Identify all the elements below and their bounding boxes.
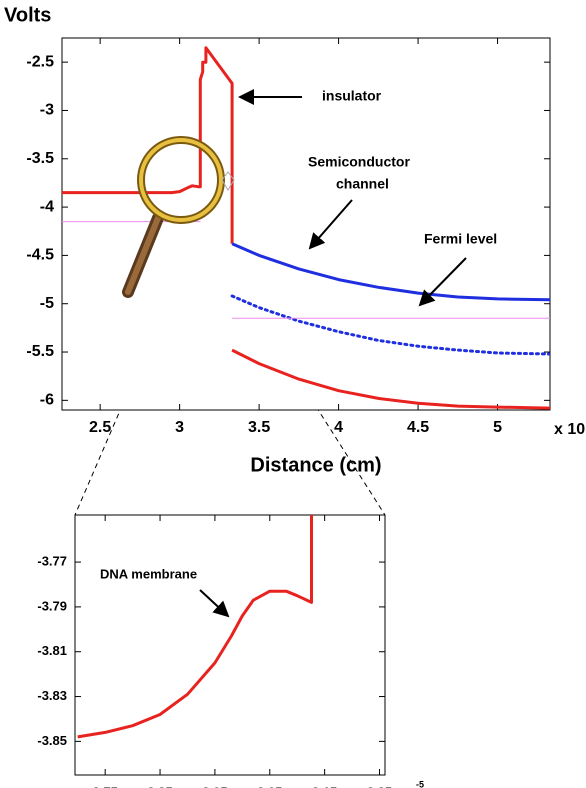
y-tick-label: -3.85 bbox=[37, 733, 67, 748]
arrow bbox=[418, 257, 467, 307]
y-tick-label: -3.79 bbox=[37, 598, 67, 613]
y-tick-label: -4 bbox=[40, 198, 54, 215]
series-line bbox=[231, 242, 550, 302]
x-tick-label: 3.25 bbox=[367, 784, 392, 788]
x-tick-label: 2.95 bbox=[202, 784, 227, 788]
arrow bbox=[308, 199, 353, 250]
y-tick-label: -4.5 bbox=[26, 247, 54, 264]
series-line bbox=[77, 515, 313, 739]
y-tick-label: -5 bbox=[40, 295, 54, 312]
y-tick-label: -6 bbox=[40, 392, 54, 409]
y-tick-label: -2.5 bbox=[26, 53, 54, 70]
y-tick-label: -3.5 bbox=[26, 150, 54, 167]
series-line bbox=[231, 348, 550, 410]
x-multiplier-exponent: -5 bbox=[416, 779, 424, 788]
x-tick-label: 3.5 bbox=[248, 419, 270, 436]
y-tick-label: -5.5 bbox=[26, 343, 54, 360]
y-axis-label: Volts bbox=[4, 4, 51, 26]
x-tick-label: 3.05 bbox=[257, 784, 282, 788]
x-multiplier: x 10 bbox=[554, 421, 585, 438]
x-tick-label: 4 bbox=[334, 419, 343, 436]
plot-frame bbox=[74, 514, 386, 776]
series-line bbox=[230, 294, 550, 356]
x-tick-label: 5 bbox=[493, 419, 502, 436]
annotation: channel bbox=[336, 176, 389, 192]
x-axis-label: Distance (cm) bbox=[250, 454, 381, 476]
annotation: Semiconductor bbox=[308, 154, 410, 170]
series-line bbox=[62, 46, 234, 244]
annotation: insulator bbox=[322, 88, 382, 104]
x-tick-label: 3 bbox=[175, 419, 184, 436]
annotation: Fermi level bbox=[424, 231, 497, 247]
y-tick-label: -3 bbox=[40, 102, 54, 119]
y-tick-label: -3.81 bbox=[37, 643, 67, 658]
x-tick-label: 4.5 bbox=[407, 419, 429, 436]
x-tick-label: 2.85 bbox=[147, 784, 172, 788]
y-tick-label: -3.77 bbox=[37, 554, 67, 569]
x-tick-label: 2.5 bbox=[89, 419, 111, 436]
magnifier bbox=[122, 136, 235, 298]
y-tick-label: -3.83 bbox=[37, 688, 67, 703]
plot-frame bbox=[61, 37, 551, 411]
annotation: DNA membrane bbox=[100, 566, 197, 581]
x-multiplier: x 10 bbox=[389, 786, 414, 788]
arrow bbox=[199, 589, 230, 618]
x-tick-label: 2.75 bbox=[93, 784, 118, 788]
x-tick-label: 3.15 bbox=[312, 784, 337, 788]
